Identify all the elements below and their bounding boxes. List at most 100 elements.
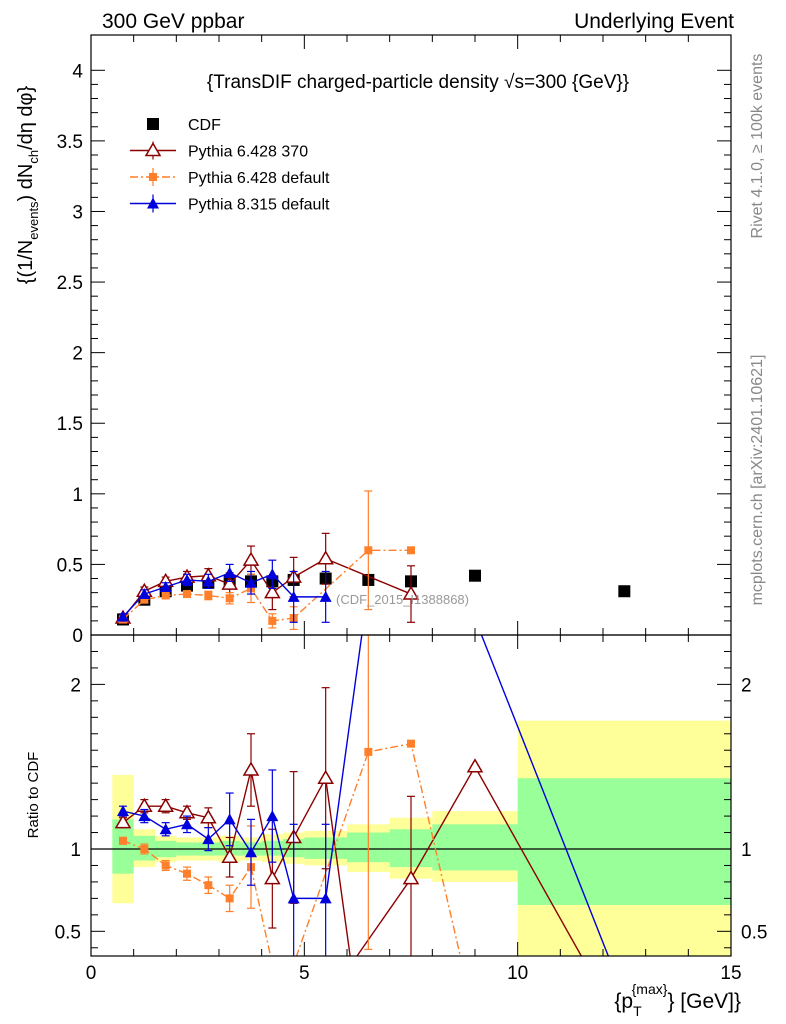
ratio-point xyxy=(242,761,260,776)
main-ytick-label: 1 xyxy=(72,485,83,506)
ratio-band-green xyxy=(517,778,731,905)
ratio-ytick-label: 1 xyxy=(70,840,81,861)
legend-label: Pythia 6.428 default xyxy=(188,170,330,187)
main-point xyxy=(618,585,631,598)
ratio-point xyxy=(466,758,484,773)
main-point xyxy=(159,581,172,592)
ratio-point xyxy=(204,881,213,890)
mcplots-label: mcplots.cern.ch [arXiv:2401.10621] xyxy=(749,355,766,606)
main-point xyxy=(266,568,279,580)
main-point xyxy=(183,590,191,599)
ratio-ytick-label-right: 0.5 xyxy=(741,922,767,943)
main-ytick-label: 2.5 xyxy=(57,273,83,294)
main-point xyxy=(221,575,238,590)
legend-label: Pythia 6.428 370 xyxy=(188,144,308,161)
ratio-band-green xyxy=(432,824,518,871)
ratio-point xyxy=(119,836,127,845)
main-ytick-label: 3 xyxy=(72,202,83,223)
main-point xyxy=(161,591,170,600)
main-point xyxy=(364,546,373,555)
ratio-point xyxy=(138,810,151,822)
main-line-pythia-8-315-default xyxy=(122,572,326,618)
ratio-point xyxy=(317,769,334,784)
ratio-point xyxy=(114,814,132,829)
main-ytick-label: 0.5 xyxy=(57,555,83,576)
ratio-point xyxy=(407,739,415,748)
main-point xyxy=(225,594,234,603)
ratio-point xyxy=(200,809,217,824)
ratio-point xyxy=(319,892,332,904)
ratio-point xyxy=(140,845,149,853)
main-point xyxy=(245,576,257,588)
ratio-point xyxy=(159,823,172,835)
main-ytick-label: 4 xyxy=(72,61,83,82)
main-point xyxy=(469,569,481,582)
main-point xyxy=(117,610,129,622)
main-ytick-label: 3.5 xyxy=(57,132,83,153)
ratio-xtick-label: 5 xyxy=(299,963,310,984)
ratio-point xyxy=(181,818,193,830)
main-point xyxy=(138,588,151,600)
main-point xyxy=(181,573,193,585)
main-point xyxy=(202,575,215,587)
legend-marker xyxy=(144,142,162,157)
ratio-point xyxy=(161,861,170,870)
ratio-point xyxy=(223,813,236,825)
main-point xyxy=(268,616,277,625)
main-ytick-label: 0 xyxy=(72,626,83,647)
ratio-point xyxy=(402,870,420,885)
ratio-band-green xyxy=(112,819,134,874)
main-point xyxy=(140,595,149,604)
legend: CDF Pythia 6.428 370 Pythia 6.428 default P… xyxy=(130,117,330,214)
ratio-point xyxy=(364,747,373,756)
ratio-point xyxy=(117,805,129,817)
legend-marker xyxy=(147,118,159,130)
main-point xyxy=(402,585,420,600)
ratio-xtick-label: 15 xyxy=(720,963,741,984)
main-point xyxy=(319,590,332,602)
ratio-point xyxy=(264,870,281,885)
ratio-ylabel: Ratio to CDF xyxy=(25,752,42,839)
main-series-layer xyxy=(114,490,631,630)
main-frame xyxy=(90,34,732,636)
legend-marker xyxy=(147,197,159,209)
xlabel: {pT{max}} [GeV]} xyxy=(614,981,741,1019)
ratio-point xyxy=(202,833,215,845)
watermark: (CDF_2015_I1388868) xyxy=(336,592,469,607)
ratio-ytick-label-right: 2 xyxy=(741,675,752,696)
ratio-series-layer xyxy=(114,635,610,956)
main-ylabel: {(1/Nevents) dNch/dη dφ} xyxy=(15,85,41,284)
main-axes: 0 0.5 1 1.5 2 2.5 3 3.5 4 xyxy=(57,35,732,647)
main-ytick-label: 1.5 xyxy=(57,414,83,435)
ratio-point xyxy=(157,797,174,812)
ratio-point xyxy=(266,810,279,822)
ratio-point xyxy=(221,848,238,863)
header-left: 300 GeV ppbar xyxy=(102,10,244,33)
legend-label: Pythia 8.315 default xyxy=(188,197,330,214)
main-point xyxy=(407,546,415,555)
main-point xyxy=(223,566,236,578)
ratio-ytick-label: 0.5 xyxy=(55,922,81,943)
ratio-point xyxy=(225,894,234,903)
main-title: {TransDIF charged-particle density √s=30… xyxy=(207,72,629,93)
main-point xyxy=(287,590,300,602)
ratio-frame xyxy=(90,634,732,957)
ratio-xtick-label: 0 xyxy=(86,963,97,984)
ratio-point xyxy=(183,869,191,878)
legend-marker xyxy=(149,173,157,181)
rivet-label: Rivet 4.1.0, ≥ 100k events xyxy=(749,54,766,239)
ratio-point xyxy=(245,846,257,858)
main-ytick-label: 2 xyxy=(72,344,83,365)
ratio-ytick-label-right: 1 xyxy=(741,840,752,861)
legend-label: CDF xyxy=(188,117,221,134)
ratio-line-pythia-6-428-default xyxy=(122,742,462,956)
ratio-point xyxy=(287,892,300,904)
main-point xyxy=(264,584,281,599)
main-point xyxy=(242,551,260,566)
ratio-ytick-label: 2 xyxy=(70,675,81,696)
main-point xyxy=(204,591,213,600)
main-point xyxy=(317,550,334,565)
ratio-axes: 0.5 0.5 1 1 2 2 0 5 10 15 xyxy=(55,635,767,984)
ratio-xtick-label: 10 xyxy=(507,963,528,984)
